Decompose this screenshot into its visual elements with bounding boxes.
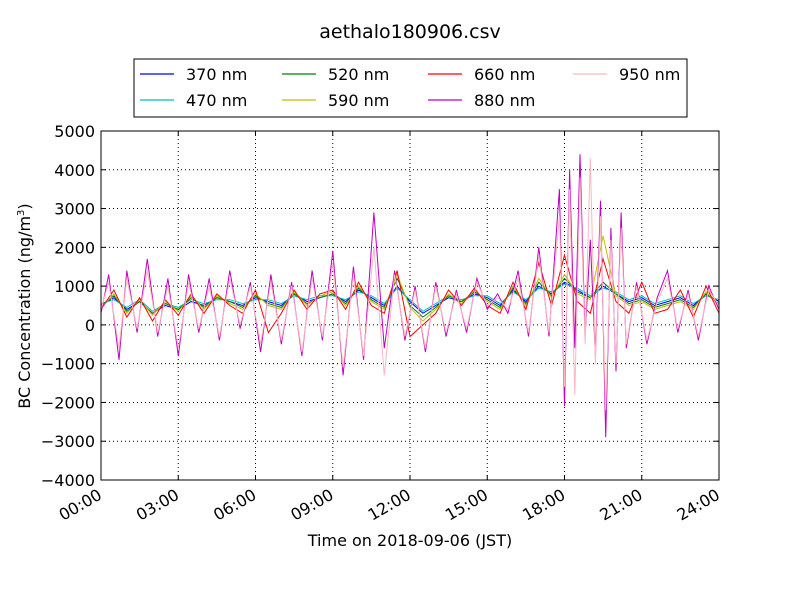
y-tick-label: 3000 — [54, 200, 95, 219]
x-axis-label: Time on 2018-09-06 (JST) — [307, 531, 512, 550]
y-axis-label-close: ) — [15, 203, 34, 209]
y-tick-label: 1000 — [54, 277, 95, 296]
legend-label: 370 nm — [186, 65, 247, 84]
y-tick-label: −4000 — [41, 471, 95, 490]
legend-label: 470 nm — [186, 91, 247, 110]
y-tick-label: 5000 — [54, 122, 95, 141]
y-tick-label: −2000 — [41, 393, 95, 412]
series-layer — [100, 154, 720, 438]
chart-title: aethalo180906.csv — [319, 21, 501, 43]
y-tick-label: −3000 — [41, 432, 95, 451]
legend-label: 660 nm — [474, 65, 535, 84]
y-tick-label: −1000 — [41, 355, 95, 374]
legend-label: 520 nm — [328, 65, 389, 84]
series-line-660-nm — [100, 253, 720, 338]
legend-label: 590 nm — [328, 91, 389, 110]
legend-label: 880 nm — [474, 91, 535, 110]
y-axis-label: BC Concentration (ng/m3) — [15, 203, 34, 408]
legend-frame — [133, 58, 688, 118]
legend: 370 nm 470 nm 520 nm 590 nm 660 nm 880 nm 950 … — [133, 58, 688, 118]
y-axis-label-main: BC Concentration (ng/m — [15, 216, 34, 409]
y-axis-label-superscript: 3 — [16, 210, 27, 216]
grid — [101, 131, 719, 480]
legend-label: 950 nm — [619, 65, 680, 84]
series-line-950-nm — [100, 158, 720, 411]
y-tick-label: 2000 — [54, 238, 95, 257]
y-tick-label: 0 — [85, 316, 95, 335]
y-tick-label: 4000 — [54, 161, 95, 180]
